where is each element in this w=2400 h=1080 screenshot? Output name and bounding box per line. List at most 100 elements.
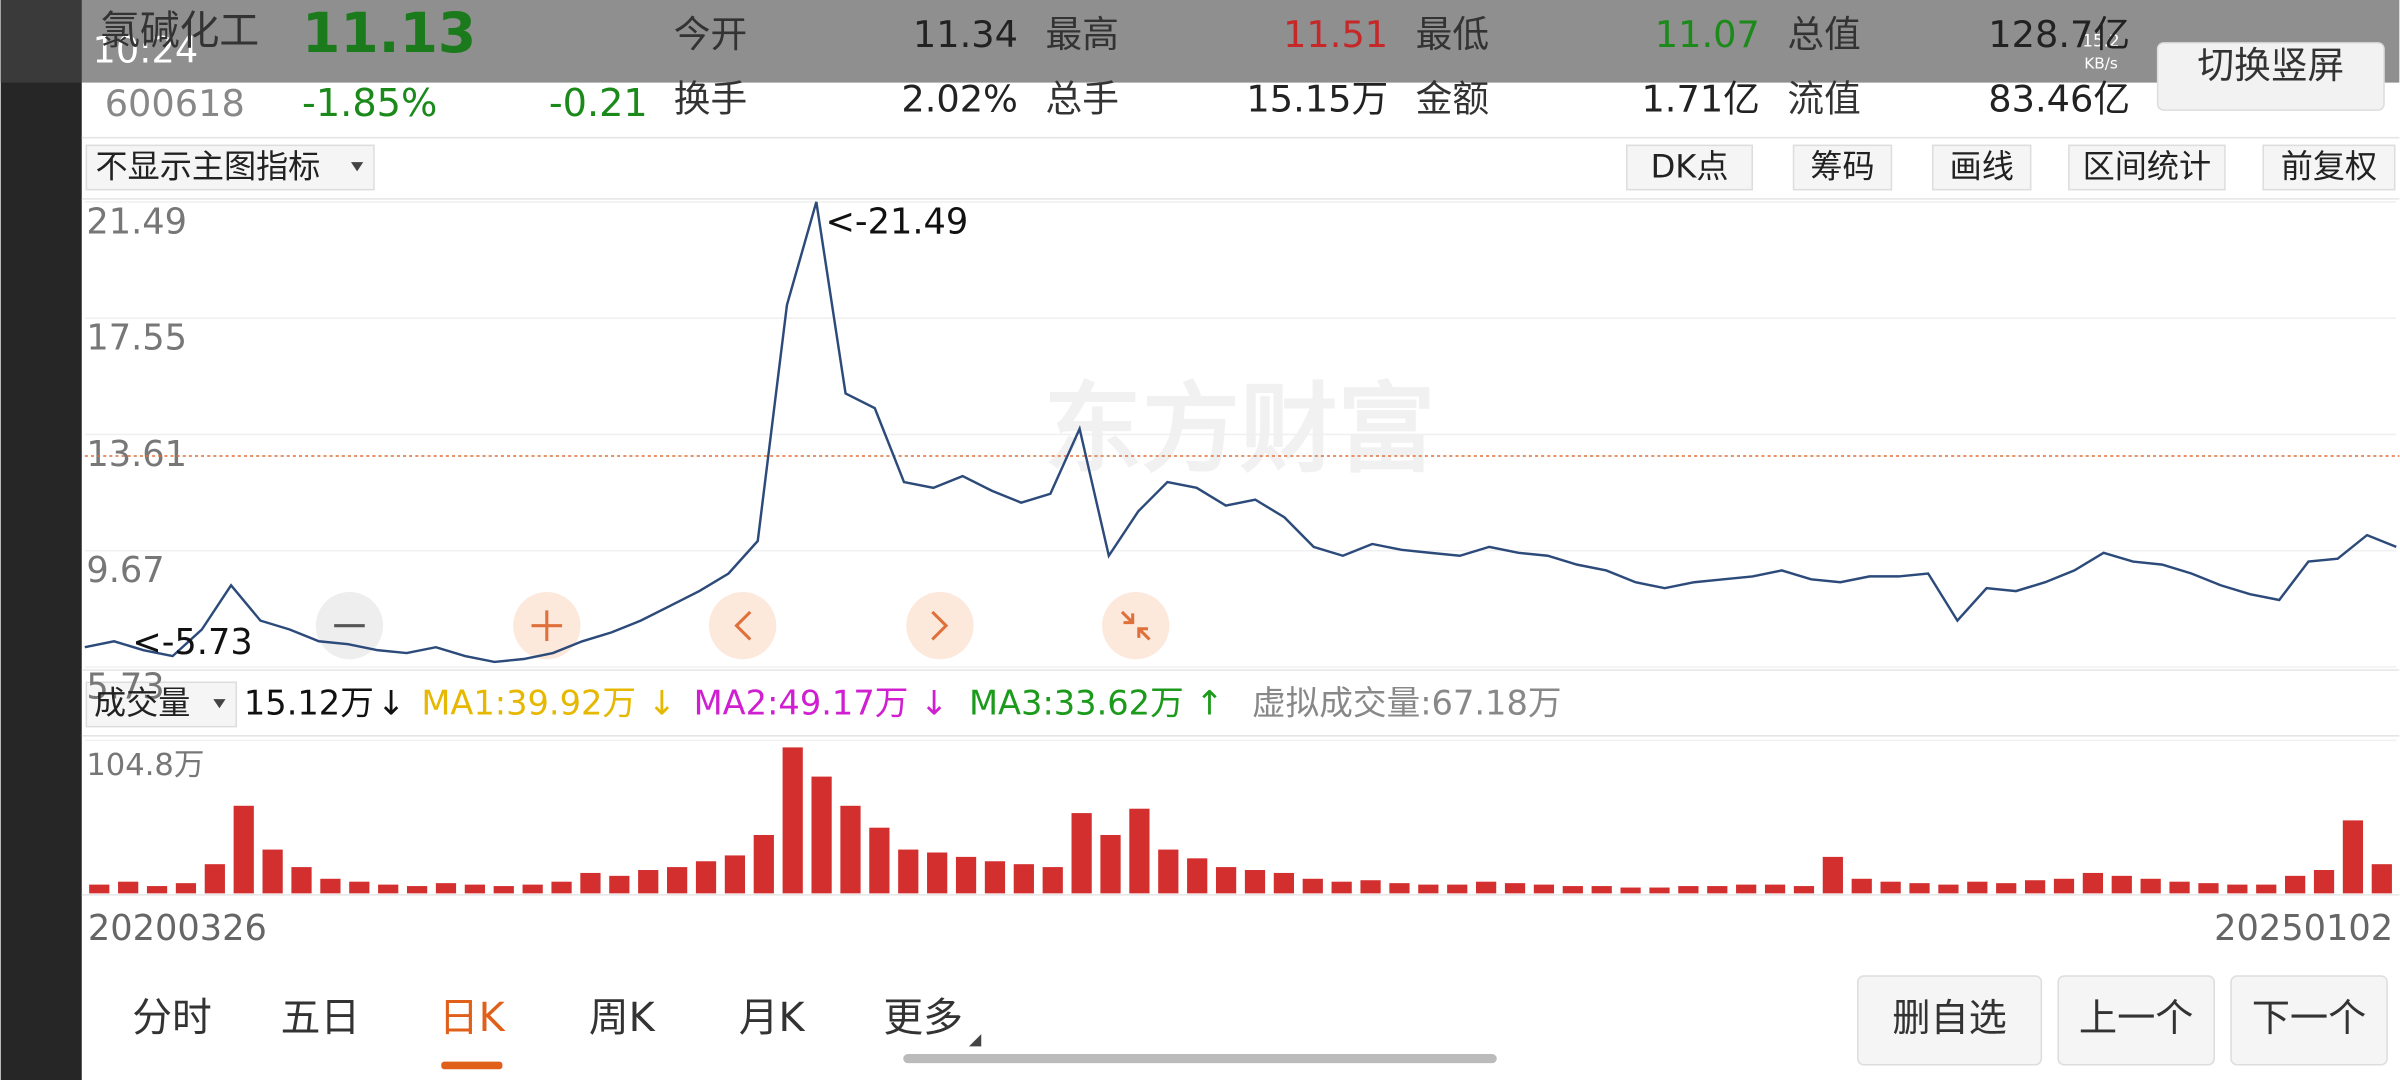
volume-bar bbox=[984, 861, 1006, 894]
toolbar-button-label[interactable]: 前复权 bbox=[2281, 147, 2377, 185]
volume-bar bbox=[2342, 820, 2364, 894]
volume-bar bbox=[1562, 886, 1583, 894]
volume-bar bbox=[1187, 858, 1208, 894]
switch-button[interactable] bbox=[2156, 42, 2385, 111]
volume-bar bbox=[955, 856, 977, 894]
toolbar-button[interactable] bbox=[1626, 144, 1754, 191]
field-value: 83.46亿 bbox=[1988, 77, 2130, 120]
stock-name: 氯碱化工 bbox=[100, 8, 259, 54]
tab[interactable]: 五日 bbox=[281, 995, 361, 1041]
field-value: 2.02% bbox=[901, 77, 1018, 120]
legend-text: MA2:49.17万 bbox=[694, 684, 909, 723]
volume-bar bbox=[2024, 880, 2046, 894]
tab[interactable]: 分时 bbox=[132, 995, 212, 1041]
nav-button-label[interactable]: 删自选 bbox=[1892, 997, 2007, 1041]
virtual-volume: 虚拟成交量:67.18万 bbox=[1252, 684, 1561, 723]
volume-bar bbox=[1678, 886, 1699, 894]
volume-bar bbox=[1909, 883, 1930, 894]
volume-bar bbox=[927, 852, 948, 894]
nav-button[interactable] bbox=[2057, 975, 2215, 1066]
nav-button-label[interactable]: 下一个 bbox=[2252, 997, 2367, 1041]
field-label: 总值 bbox=[1787, 13, 1860, 56]
toolbar-button-label[interactable]: 筹码 bbox=[1810, 147, 1874, 185]
volume-bar bbox=[1100, 834, 1121, 894]
volume-bar bbox=[1158, 849, 1179, 894]
dropdown-arrow bbox=[213, 699, 226, 709]
volume-bar bbox=[2053, 878, 2075, 894]
field-label: 今开 bbox=[674, 13, 747, 56]
volume-bar bbox=[349, 881, 370, 894]
field-value: 11.51 bbox=[1283, 13, 1388, 56]
volume-bar bbox=[551, 881, 572, 894]
icon bbox=[734, 610, 752, 641]
volume-bar bbox=[378, 884, 399, 894]
legend-text: MA1:39.92万 bbox=[421, 684, 636, 723]
volume-bar bbox=[262, 849, 283, 894]
volume-bar bbox=[1620, 887, 1641, 894]
y-tick-label: 21.49 bbox=[86, 201, 187, 242]
volume-bar bbox=[1071, 813, 1092, 894]
move-right[interactable] bbox=[906, 592, 974, 660]
price-line bbox=[84, 201, 2397, 664]
reset-zoom[interactable] bbox=[1102, 592, 1170, 660]
tab[interactable]: 周K bbox=[589, 995, 656, 1041]
toolbar-button[interactable] bbox=[1792, 144, 1893, 191]
volume-select[interactable] bbox=[85, 681, 238, 728]
indicator-label[interactable]: 不显示主图指标 bbox=[96, 147, 321, 185]
tab[interactable]: 更多 bbox=[883, 995, 963, 1041]
field-label: 换手 bbox=[674, 77, 747, 120]
volume-bar bbox=[1389, 883, 1410, 894]
volume-bar bbox=[1244, 870, 1266, 894]
volume-bar bbox=[580, 872, 601, 894]
volume-bar bbox=[493, 886, 514, 894]
x-label-start: 20200326 bbox=[88, 908, 267, 949]
volume-bar bbox=[898, 849, 919, 894]
field-label: 金额 bbox=[1416, 77, 1489, 120]
toolbar-button[interactable] bbox=[2068, 144, 2226, 191]
nav-button-label[interactable]: 上一个 bbox=[2079, 997, 2194, 1041]
volume-bar bbox=[320, 878, 341, 894]
toolbar-button[interactable] bbox=[2262, 144, 2396, 191]
indicator-select[interactable] bbox=[85, 144, 375, 191]
volume-bar bbox=[118, 881, 139, 894]
volume-current: 15.12万 bbox=[244, 684, 374, 723]
tab-indicator bbox=[441, 1061, 503, 1070]
field-label: 流值 bbox=[1787, 77, 1860, 120]
status-speed: 15.2 bbox=[2082, 30, 2119, 50]
volume-bar bbox=[667, 867, 688, 894]
volume-bar bbox=[2371, 864, 2392, 894]
volume-bar bbox=[522, 884, 543, 894]
left-strip bbox=[0, 0, 82, 1080]
nav-button[interactable] bbox=[1857, 975, 2043, 1066]
change-pct: -1.85% bbox=[302, 82, 437, 126]
tab[interactable]: 日K bbox=[439, 995, 506, 1041]
volume-arrow: ↓ bbox=[377, 684, 405, 723]
volume-bar bbox=[1967, 881, 1988, 894]
volume-bar bbox=[1996, 883, 2017, 894]
field-label: 总手 bbox=[1045, 77, 1118, 120]
volume-bar bbox=[638, 870, 659, 894]
volume-bar bbox=[1476, 881, 1497, 894]
legend-arrow: ↑ bbox=[1195, 684, 1223, 723]
stock-price: 11.13 bbox=[302, 1, 476, 65]
volume-bar bbox=[204, 864, 225, 894]
volume-bar bbox=[89, 884, 110, 894]
move-left[interactable] bbox=[708, 592, 777, 660]
volume-bar bbox=[435, 883, 457, 894]
toolbar-button-label[interactable]: 区间统计 bbox=[2083, 147, 2211, 185]
switch-button-label[interactable]: 切换竖屏 bbox=[2197, 44, 2344, 87]
nav-button[interactable] bbox=[2230, 975, 2388, 1066]
toolbar-button-label[interactable]: DK点 bbox=[1651, 147, 1729, 185]
toolbar-button[interactable] bbox=[1931, 144, 2032, 191]
legend-arrow: ↓ bbox=[648, 684, 676, 723]
volume-selector[interactable]: 成交量 bbox=[94, 684, 190, 722]
volume-bar bbox=[406, 886, 428, 894]
toolbar-button-label[interactable]: 画线 bbox=[1950, 147, 2014, 185]
status-time: 10:24 bbox=[92, 29, 198, 72]
x-label-end: 20250102 bbox=[2214, 908, 2393, 949]
volume-bar bbox=[1013, 864, 1034, 894]
tab[interactable]: 月K bbox=[739, 995, 806, 1041]
volume-bar bbox=[2140, 878, 2161, 894]
volume-bar bbox=[2111, 875, 2132, 894]
volume-bar bbox=[1851, 878, 1872, 894]
